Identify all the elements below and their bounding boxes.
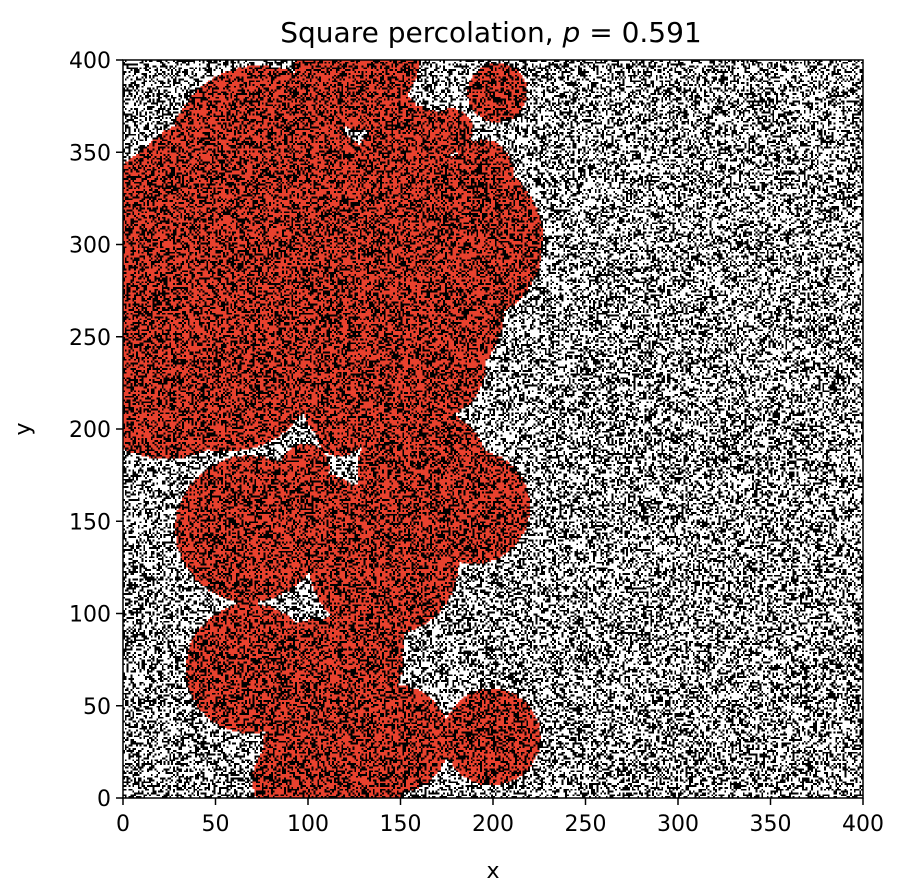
x-axis: 0 50 100 150 200 250 300 350 400: [116, 798, 884, 837]
y-tick-label-0: 0: [97, 787, 111, 812]
y-tick-label-250: 250: [69, 326, 111, 351]
chart-title-equals: =: [580, 16, 621, 49]
y-axis-label: y: [11, 422, 36, 435]
x-tick-label-100: 100: [287, 812, 329, 837]
percolation-lattice-image: [123, 60, 863, 798]
x-tick-label-0: 0: [116, 812, 130, 837]
x-tick-label-150: 150: [380, 812, 422, 837]
y-tick-label-50: 50: [83, 695, 111, 720]
x-axis-label: x: [486, 859, 499, 884]
x-tick-label-350: 350: [750, 812, 792, 837]
chart-title: Square percolation, p = 0.591: [280, 16, 702, 49]
y-tick-label-150: 150: [69, 510, 111, 535]
x-tick-label-200: 200: [472, 812, 514, 837]
y-tick-label-300: 300: [69, 234, 111, 259]
x-tick-label-250: 250: [565, 812, 607, 837]
x-tick-label-400: 400: [842, 812, 884, 837]
y-tick-label-200: 200: [69, 418, 111, 443]
chart-title-variable: p: [562, 16, 581, 49]
plot-area: [122, 59, 864, 799]
chart-title-value: 0.591: [622, 16, 702, 49]
y-axis: 0 50 100 150 200 250 300 350 400: [69, 49, 123, 812]
y-tick-label-400: 400: [69, 49, 111, 74]
x-tick-label-300: 300: [657, 812, 699, 837]
y-tick-label-100: 100: [69, 603, 111, 628]
x-tick-label-50: 50: [202, 812, 230, 837]
y-tick-label-350: 350: [69, 141, 111, 166]
chart-title-prefix: Square percolation,: [280, 16, 562, 49]
